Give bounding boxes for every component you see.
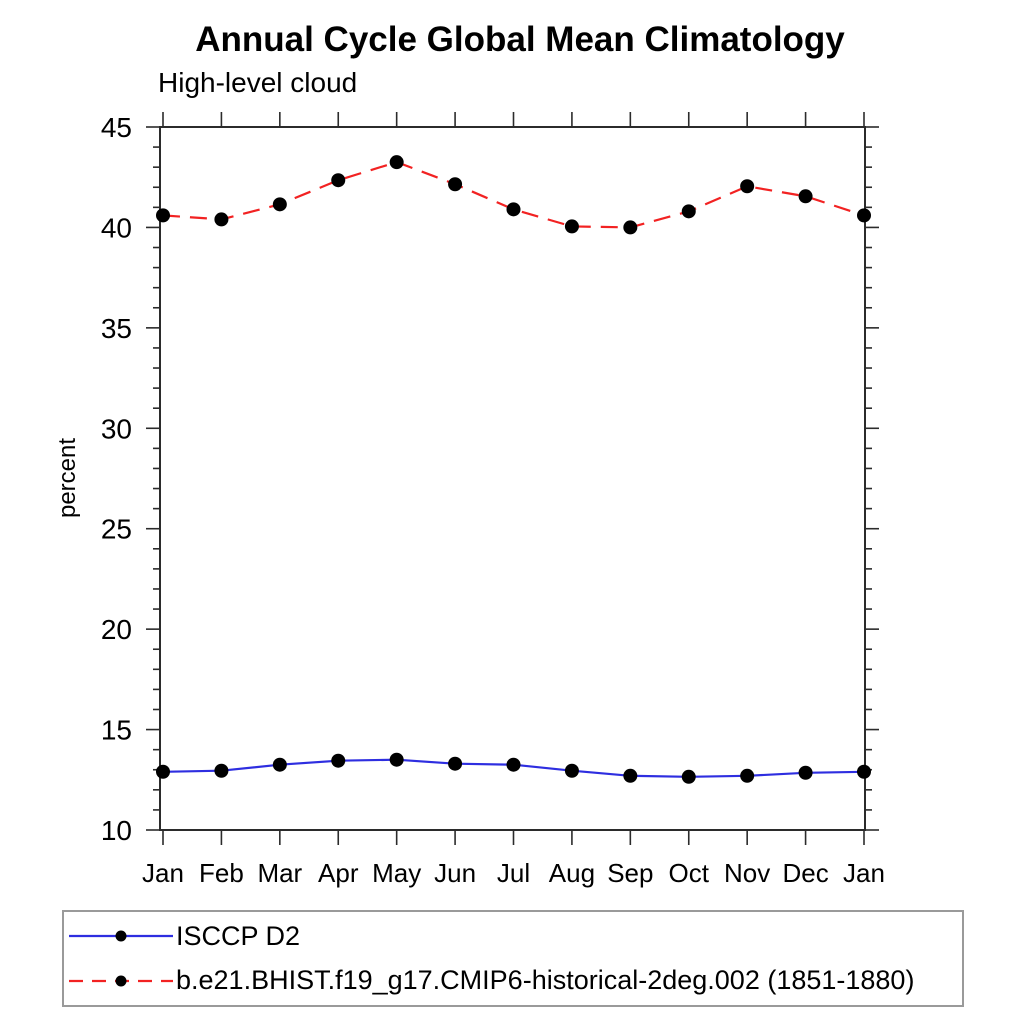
y-tick-label: 20 xyxy=(101,614,132,645)
legend: ISCCP D2 b.e21.BHIST.f19_g17.CMIP6-histo… xyxy=(62,910,964,1007)
data-point-marker xyxy=(681,204,696,219)
legend-marker-dot xyxy=(115,975,127,987)
data-point-marker xyxy=(156,208,170,223)
x-tick-label: Feb xyxy=(199,858,244,888)
x-tick-label: Jun xyxy=(434,858,476,888)
data-point-marker xyxy=(389,752,404,767)
data-point-marker xyxy=(156,764,170,779)
legend-label: ISCCP D2 xyxy=(176,920,301,951)
data-point-marker xyxy=(740,179,755,194)
data-point-marker xyxy=(623,220,638,235)
y-tick-label: 30 xyxy=(101,413,132,444)
x-tick-label: Oct xyxy=(669,858,710,888)
x-tick-label: May xyxy=(372,858,421,888)
data-point-marker xyxy=(506,757,521,772)
data-point-marker xyxy=(564,219,579,234)
data-point-marker xyxy=(506,202,521,217)
legend-label: b.e21.BHIST.f19_g17.CMIP6-historical-2de… xyxy=(176,965,915,996)
legend-item-model-run: b.e21.BHIST.f19_g17.CMIP6-historical-2de… xyxy=(69,961,962,1001)
data-point-marker xyxy=(331,753,346,768)
data-point-marker xyxy=(681,769,696,784)
chart-subtitle: High-level cloud xyxy=(158,67,358,98)
chart-title: Annual Cycle Global Mean Climatology xyxy=(195,20,845,59)
legend-swatch-dashed-line-icon xyxy=(69,975,173,987)
data-point-marker xyxy=(798,189,813,204)
data-point-marker xyxy=(448,756,463,771)
x-tick-label: Aug xyxy=(549,858,595,888)
x-tick-label: Dec xyxy=(782,858,828,888)
data-point-marker xyxy=(798,765,813,780)
x-tick-label: Jan xyxy=(843,858,885,888)
y-tick-label: 35 xyxy=(101,313,132,344)
y-tick-label: 15 xyxy=(101,715,132,746)
x-tick-label: Sep xyxy=(607,858,653,888)
series-line-1 xyxy=(162,160,865,229)
data-point-marker xyxy=(272,757,287,772)
data-point-marker xyxy=(623,768,638,783)
x-tick-label: Jul xyxy=(497,858,530,888)
data-point-marker xyxy=(564,763,579,778)
legend-item-isccp-d2: ISCCP D2 xyxy=(69,916,962,956)
x-tick-label: Apr xyxy=(318,858,359,888)
x-tick-label: Jan xyxy=(142,858,184,888)
data-point-marker xyxy=(214,212,229,227)
data-point-marker xyxy=(857,764,871,779)
data-point-marker xyxy=(448,177,463,192)
x-tick-label: Nov xyxy=(724,858,770,888)
y-tick-label: 25 xyxy=(101,514,132,545)
x-tick-label: Mar xyxy=(257,858,302,888)
legend-marker-dot xyxy=(115,930,127,942)
data-point-marker xyxy=(857,208,871,223)
y-tick-label: 10 xyxy=(101,815,132,846)
data-point-marker xyxy=(272,197,287,212)
plot-box xyxy=(159,126,866,831)
legend-swatch-solid-line-icon xyxy=(69,930,173,942)
data-point-marker xyxy=(389,155,404,170)
y-tick-label: 45 xyxy=(101,112,132,143)
data-point-marker xyxy=(331,173,346,188)
data-point-marker xyxy=(214,763,229,778)
y-tick-label: 40 xyxy=(101,212,132,243)
data-point-marker xyxy=(740,768,755,783)
